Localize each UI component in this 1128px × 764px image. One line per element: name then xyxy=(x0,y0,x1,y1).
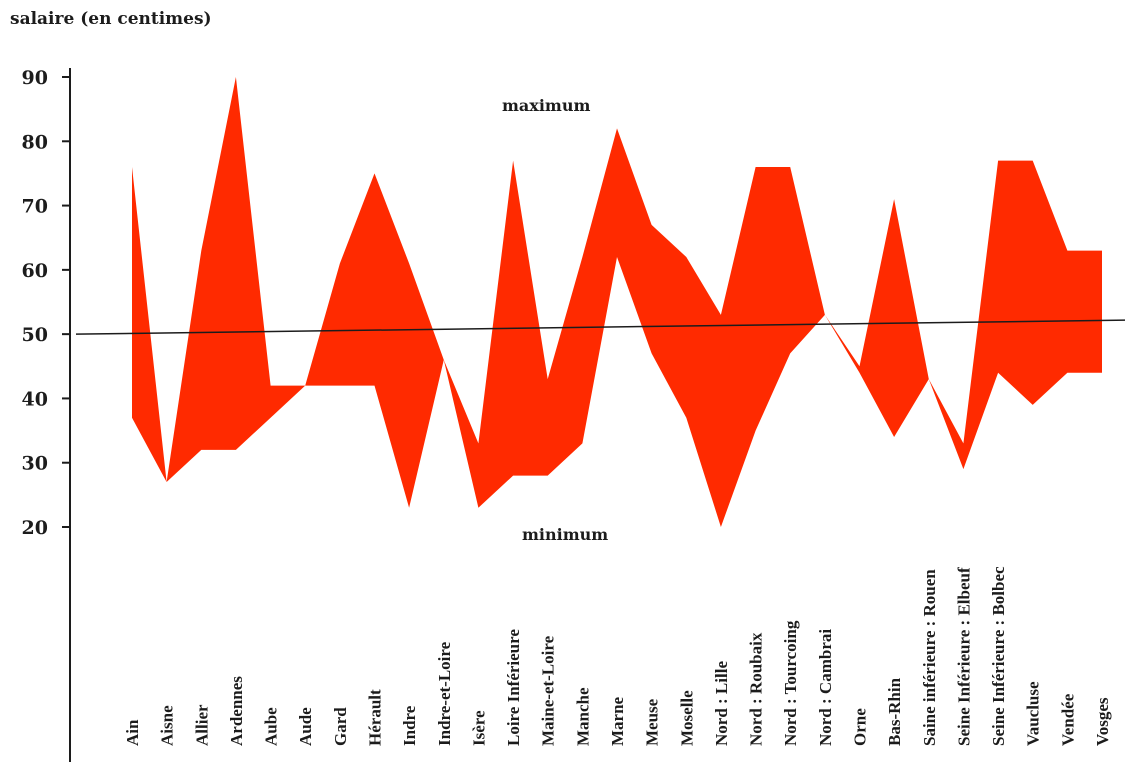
y-tick-label: 90 xyxy=(22,67,48,89)
y-axis-title: salaire (en centimes) xyxy=(10,9,212,29)
x-category-label: Seine Inférieure : Elbeuf xyxy=(954,567,973,746)
x-category-label: Isère xyxy=(469,710,488,746)
x-category-label: Seine Inférieure : Bolbec xyxy=(989,566,1008,746)
y-tick-label: 60 xyxy=(22,260,48,282)
y-axis-ticks: 20 30 40 50 60 70 80 90 xyxy=(22,67,71,539)
annotation-minimum: minimum xyxy=(522,525,608,544)
x-category-label: Moselle xyxy=(677,690,696,746)
x-category-label: Manche xyxy=(573,687,592,746)
x-category-label: Maine-et-Loire xyxy=(539,635,558,746)
x-category-label: Loire Inférieure xyxy=(504,629,523,746)
reference-line-50 xyxy=(75,319,1126,335)
y-tick-label: 80 xyxy=(22,131,48,153)
x-category-label: Nord : Roubaix xyxy=(747,632,766,746)
x-category-label: Nord : Tourcoing xyxy=(781,620,800,746)
x-category-label: Bas-Rhin xyxy=(885,677,904,746)
x-category-label: Indre xyxy=(400,705,419,746)
x-category-label: Orne xyxy=(851,708,870,746)
wage-range-area xyxy=(132,77,1102,527)
y-tick-label: 70 xyxy=(22,196,48,218)
y-tick-label: 20 xyxy=(22,517,48,539)
x-category-label: Aube xyxy=(262,707,281,746)
x-category-label: Indre-et-Loire xyxy=(435,641,454,746)
x-category-label: Nord : Lille xyxy=(712,661,731,746)
x-category-label: Ardennes xyxy=(227,676,246,746)
x-category-label: Vaucluse xyxy=(1024,681,1043,746)
x-category-label: Allier xyxy=(192,704,211,746)
x-category-label: Marne xyxy=(608,696,627,746)
x-category-label: Meuse xyxy=(643,698,662,746)
x-category-label: Hérault xyxy=(366,689,385,746)
x-category-label: Vosges xyxy=(1093,697,1112,746)
annotation-maximum: maximum xyxy=(502,96,590,115)
x-category-label: Gard xyxy=(331,707,350,746)
y-tick-label: 50 xyxy=(22,324,48,346)
y-tick-label: 30 xyxy=(22,453,48,475)
x-category-label: Nord : Cambrai xyxy=(816,629,835,746)
x-category-label: Saine inférieure : Rouen xyxy=(920,569,939,746)
x-category-label: Vendée xyxy=(1058,693,1077,746)
x-category-label: Aisne xyxy=(158,705,177,746)
y-tick-label: 40 xyxy=(22,388,48,410)
x-axis-category-labels: Ain Aisne Allier Ardennes Aube Aude Gard Héraul… xyxy=(123,566,1112,746)
x-category-label: Ain xyxy=(123,719,142,746)
x-category-label: Aude xyxy=(296,707,315,746)
